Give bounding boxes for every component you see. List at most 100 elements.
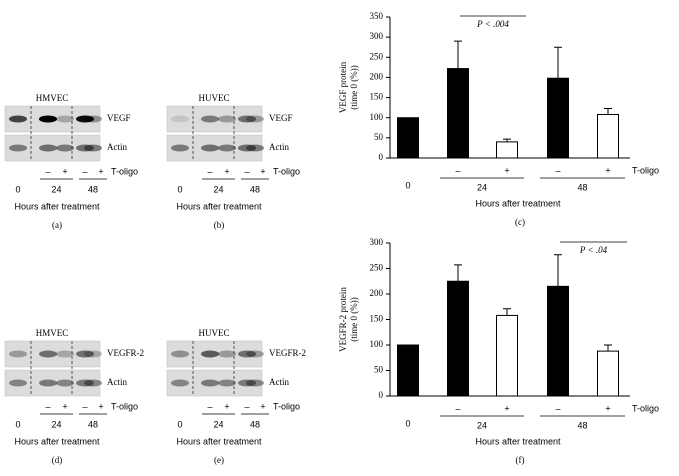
band — [238, 115, 256, 123]
band — [171, 115, 189, 123]
group-label: 48 — [88, 419, 98, 429]
lane-label: 0 — [15, 184, 20, 194]
row-label: VEGFR-2 — [269, 348, 306, 358]
band — [9, 350, 27, 358]
x-axis-title: Hours after treatment — [14, 436, 100, 446]
panel-label: (c) — [515, 217, 525, 227]
x-tick-label: – — [455, 403, 460, 413]
y-tick-label: 100 — [370, 112, 384, 122]
y-tick-label: 150 — [370, 314, 384, 324]
x-tick-label: – — [455, 165, 460, 175]
group-label: 24 — [51, 419, 61, 429]
lane-label: 0 — [177, 184, 182, 194]
band — [218, 115, 236, 123]
bar — [397, 117, 419, 159]
bar — [447, 280, 469, 397]
band — [84, 144, 102, 152]
cell-line: HUVEC — [199, 328, 230, 338]
x-tick-label: 0 — [405, 180, 410, 190]
x-tick-label: + — [605, 403, 610, 413]
error-bar — [454, 40, 462, 69]
band — [39, 115, 57, 123]
error-bar — [604, 107, 612, 115]
x-axis-title: Hours after treatment — [475, 198, 561, 208]
x-axis-title: Hours after treatment — [14, 201, 100, 211]
bar — [447, 68, 469, 159]
error-bar — [604, 344, 612, 352]
y-tick-label: 250 — [370, 263, 384, 273]
lane-label: + — [224, 166, 229, 176]
lane-label: – — [207, 401, 212, 411]
x-tick-label: – — [555, 165, 560, 175]
x-tick-label: – — [555, 403, 560, 413]
lane-label: 0 — [177, 419, 182, 429]
lane-label: 0 — [15, 419, 20, 429]
y-axis-title: VEGFR-2 protein — [338, 287, 348, 352]
band — [39, 144, 57, 152]
band — [246, 115, 264, 123]
row-label: VEGF — [107, 113, 131, 123]
x-axis-title: Hours after treatment — [176, 201, 262, 211]
row-label: VEGF — [269, 113, 293, 123]
y-axis-title: VEGF protein — [338, 61, 348, 113]
row-label: Actin — [107, 142, 127, 152]
panel-label: (d) — [52, 455, 63, 465]
error-bar — [503, 308, 511, 316]
lane-label: + — [224, 401, 229, 411]
error-bar — [503, 138, 511, 142]
x-axis-title: Hours after treatment — [176, 436, 262, 446]
y-tick-label: 0 — [379, 390, 384, 400]
band — [84, 350, 102, 358]
error-bar — [554, 46, 562, 79]
annotation: P < .004 — [476, 19, 509, 29]
y-tick-label: 50 — [374, 365, 384, 375]
group-label: 24 — [477, 182, 487, 192]
band — [238, 350, 256, 358]
band — [84, 115, 102, 123]
annotation: P < .04 — [579, 245, 608, 255]
cell-line: HUVEC — [199, 93, 230, 103]
band — [171, 350, 189, 358]
y-tick-label: 300 — [370, 31, 384, 41]
lane-label: – — [244, 166, 249, 176]
band — [218, 350, 236, 358]
y-tick-label: 150 — [370, 92, 384, 102]
band — [171, 379, 189, 387]
lane-label: – — [45, 401, 50, 411]
band — [238, 379, 256, 387]
row-label: Actin — [269, 377, 289, 387]
band — [56, 115, 74, 123]
band — [201, 350, 219, 358]
band — [238, 144, 256, 152]
band — [246, 144, 264, 152]
band — [171, 144, 189, 152]
error-bar — [554, 254, 562, 287]
band — [76, 350, 94, 358]
row-label: Actin — [269, 142, 289, 152]
band — [76, 379, 94, 387]
y-tick-label: 50 — [374, 132, 384, 142]
cell-line: HMVEC — [36, 93, 69, 103]
band — [76, 144, 94, 152]
band — [218, 144, 236, 152]
group-label: 48 — [250, 419, 260, 429]
band — [201, 144, 219, 152]
row-axis-label: T-oligo — [111, 166, 138, 176]
row-axis-label: T-oligo — [273, 401, 300, 411]
row-axis-label: T-oligo — [632, 165, 659, 175]
row-axis-label: T-oligo — [111, 401, 138, 411]
panel-label: (f) — [516, 455, 525, 465]
group-label: 24 — [213, 419, 223, 429]
bar — [597, 350, 619, 397]
group-label: 48 — [577, 420, 587, 430]
group-label: 48 — [577, 182, 587, 192]
y-tick-label: 200 — [370, 288, 384, 298]
lane-label: + — [98, 166, 103, 176]
band — [9, 115, 27, 123]
band — [76, 115, 94, 123]
lane-label: + — [260, 401, 265, 411]
bar — [597, 113, 619, 159]
x-axis-title: Hours after treatment — [475, 436, 561, 446]
row-label: Actin — [107, 377, 127, 387]
y-tick-label: 350 — [370, 11, 384, 21]
